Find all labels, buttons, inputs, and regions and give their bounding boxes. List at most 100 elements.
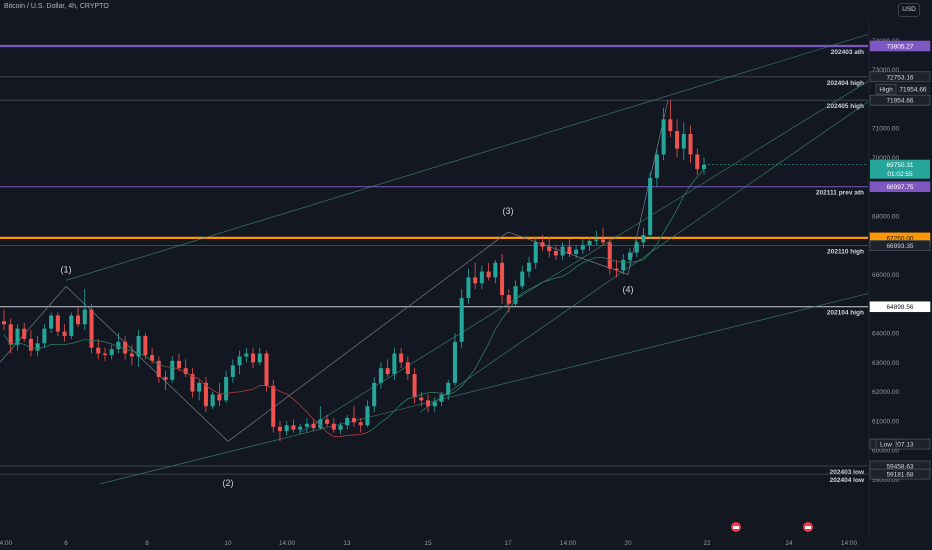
candle-body xyxy=(129,353,134,357)
candle-body xyxy=(338,425,343,430)
candle-body xyxy=(432,401,437,407)
candle-body xyxy=(446,382,451,395)
candle-body xyxy=(439,394,444,402)
level-label: 202110 high xyxy=(827,248,864,255)
candle-body xyxy=(506,294,511,304)
y-tick-label: 71000.00 xyxy=(872,126,899,133)
candle-body xyxy=(42,328,47,344)
x-tick-label: 24 xyxy=(785,540,793,547)
level-tag-bg xyxy=(897,84,930,95)
x-tick-label: 6 xyxy=(64,540,68,547)
y-tick-label: 63000.00 xyxy=(872,360,899,367)
candle-body xyxy=(96,347,101,354)
candle-body xyxy=(136,335,141,357)
candle-body xyxy=(607,242,612,269)
wave-labels: (1) (2) (3) (4) xyxy=(61,206,634,488)
level-price-tag xyxy=(869,301,931,313)
event-icon-mark xyxy=(733,526,739,529)
candle-body xyxy=(560,246,565,256)
x-tick-label: 14:00 xyxy=(0,540,13,547)
level-price-text: 71954.66 xyxy=(886,98,913,105)
candle-body xyxy=(76,315,81,325)
candle-body xyxy=(378,368,383,383)
level-tag xyxy=(875,438,897,450)
candle-body xyxy=(351,417,357,423)
candle-body xyxy=(284,425,289,432)
x-tick-label: 22 xyxy=(703,540,711,547)
candle-body xyxy=(547,246,552,252)
candle-body xyxy=(237,356,242,366)
candle-body xyxy=(473,277,478,284)
candle-body xyxy=(621,259,626,271)
y-tick-label: 68000.00 xyxy=(872,213,899,220)
candle-body xyxy=(479,271,484,284)
candle-body xyxy=(264,353,269,386)
x-tick-label: 20 xyxy=(624,540,632,547)
candle-body xyxy=(123,341,128,354)
level-price-tag xyxy=(869,240,931,251)
candle-body xyxy=(1,321,7,325)
y-tick-label: 73000.00 xyxy=(872,67,899,74)
candle-body xyxy=(365,406,370,426)
y-tick-label: 64000.00 xyxy=(872,331,899,338)
candle-body xyxy=(486,271,491,278)
candle-body xyxy=(210,394,215,407)
level-label: 202404 low xyxy=(830,477,865,484)
candle-body xyxy=(217,394,222,401)
candle-body xyxy=(533,242,538,263)
candle-body xyxy=(601,239,606,243)
level-label: 202403 ath xyxy=(831,49,864,56)
level-price-text: 59458.63 xyxy=(886,464,913,471)
candle-body xyxy=(399,353,404,363)
candle-body xyxy=(102,353,107,356)
level-tag xyxy=(875,83,897,95)
candle-body xyxy=(277,426,282,432)
wave-label: (2) xyxy=(223,478,234,488)
level-price-text: 72753.16 xyxy=(886,74,913,81)
candle-body xyxy=(466,277,471,298)
level-price-text: 68997.75 xyxy=(886,184,913,191)
candle-body xyxy=(493,262,498,278)
level-price-tag xyxy=(869,94,931,106)
x-tick-label: 14:00 xyxy=(279,540,296,547)
candle-body xyxy=(62,331,67,336)
candle-body xyxy=(614,268,619,271)
x-tick-label: 15 xyxy=(424,540,432,547)
candle-body xyxy=(82,309,87,325)
candle-body xyxy=(89,309,94,348)
candle-body xyxy=(116,341,121,350)
candle-body xyxy=(627,252,632,260)
candle-body xyxy=(183,368,188,375)
candle-body xyxy=(385,368,390,375)
trend-line xyxy=(419,101,869,413)
y-tick-label: 66000.00 xyxy=(872,272,899,279)
candles xyxy=(1,100,707,442)
candle-body xyxy=(419,397,424,401)
candle-body xyxy=(190,374,195,392)
currency-button[interactable]: USD xyxy=(898,3,920,17)
candle-body xyxy=(358,422,363,426)
candle-body xyxy=(540,242,545,247)
current-price-tag xyxy=(870,159,930,179)
candle-body xyxy=(271,385,276,427)
candle-body xyxy=(311,423,316,429)
wave-label: (3) xyxy=(503,206,514,216)
candle-body xyxy=(22,328,27,339)
candle-body xyxy=(257,353,262,363)
level-price-tag xyxy=(869,438,931,450)
y-tick-label: 62000.00 xyxy=(872,389,899,396)
x-tick-label: 10 xyxy=(224,540,232,547)
candle-body xyxy=(634,242,639,253)
level-tag-text: High xyxy=(879,87,893,94)
candle-body xyxy=(251,353,256,363)
level-price-text: 73805.27 xyxy=(886,44,913,51)
candle-body xyxy=(426,400,431,407)
candle-body xyxy=(587,240,592,246)
moving-average-b xyxy=(165,366,368,438)
candle-body xyxy=(15,328,20,345)
x-tick-label: 8 xyxy=(145,540,149,547)
candle-body xyxy=(668,119,673,132)
candle-body xyxy=(567,246,572,255)
